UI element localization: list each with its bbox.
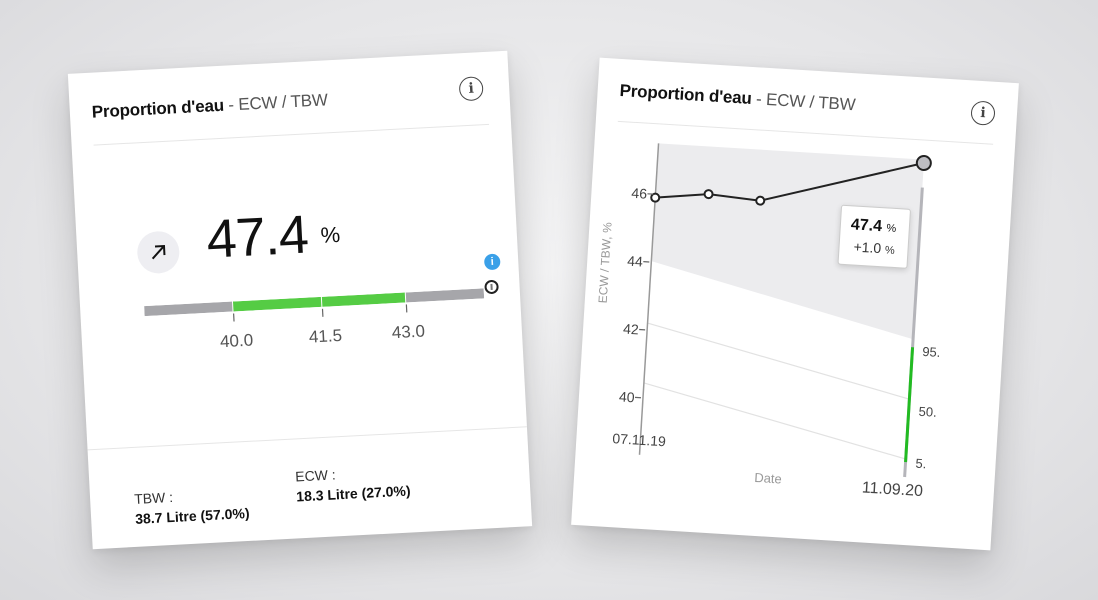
x-tick-label: 07.11.19	[612, 430, 667, 449]
range-normal-high	[321, 292, 406, 307]
divider	[87, 426, 527, 451]
trend-chart: 46 44 42 40 ECW / TBW, % 07.11.19 11.09.…	[596, 143, 941, 500]
tbw-label: TBW :	[133, 488, 174, 507]
percentile-range-line	[904, 347, 915, 463]
percentile-label: 5.	[915, 456, 927, 472]
tick-label-high: 43.0	[391, 321, 426, 343]
y-tick-label: 46	[631, 185, 648, 202]
ecw-label: ECW :	[294, 466, 337, 485]
divider	[93, 123, 490, 146]
value-tooltip: 47.4 % +1.0 %	[837, 204, 912, 269]
data-point[interactable]	[703, 189, 714, 200]
range-ticks	[233, 304, 408, 322]
trend-arrow-up-right-icon	[136, 230, 181, 275]
range-below-normal	[144, 301, 233, 317]
y-tick-label: 40	[619, 388, 636, 405]
range-bar	[144, 288, 485, 317]
marker-info-badge-icon[interactable]: i	[483, 253, 501, 271]
percentile-label: 50.	[918, 404, 937, 420]
ecw-value: 18.3 Litre (27.0%)	[295, 482, 411, 505]
x-axis-label: Date	[754, 470, 782, 487]
data-point[interactable]	[650, 192, 661, 203]
range-above-normal	[405, 288, 485, 303]
reference-band	[651, 143, 925, 340]
y-tick-label: 42	[623, 321, 640, 338]
info-icon[interactable]: i	[458, 76, 484, 102]
current-data-point[interactable]	[915, 155, 932, 172]
tick-label-mid: 41.5	[308, 325, 343, 347]
water-proportion-chart-card: Proportion d'eau - ECW / TBW i 46 44 42 …	[571, 57, 1019, 551]
percentile-guide-line	[643, 382, 906, 460]
percentile-label: 95.	[922, 344, 941, 360]
x-tick-label: 11.09.20	[861, 479, 923, 500]
tooltip-delta-unit: %	[884, 244, 896, 257]
tooltip-value: 47.4	[850, 216, 883, 236]
current-value: 47.4	[205, 204, 310, 270]
percentile-guide-line	[647, 322, 910, 400]
y-axis-label: ECW / TBW, %	[596, 222, 615, 304]
water-proportion-card: Proportion d'eau - ECW / TBW i 47.4 % 40…	[67, 50, 533, 550]
data-point[interactable]	[755, 195, 766, 206]
tooltip-unit: %	[886, 222, 897, 236]
tick-label-low: 40.0	[219, 330, 254, 352]
series-line	[655, 162, 925, 202]
y-tick-label: 44	[627, 253, 644, 270]
card-title: Proportion d'eau - ECW / TBW	[91, 90, 329, 122]
value-unit: %	[319, 221, 341, 248]
tbw-value: 38.7 Litre (57.0%)	[134, 504, 250, 527]
tooltip-delta: +1.0	[853, 238, 882, 257]
current-value-marker-icon	[484, 279, 499, 295]
range-normal-low	[232, 296, 322, 312]
